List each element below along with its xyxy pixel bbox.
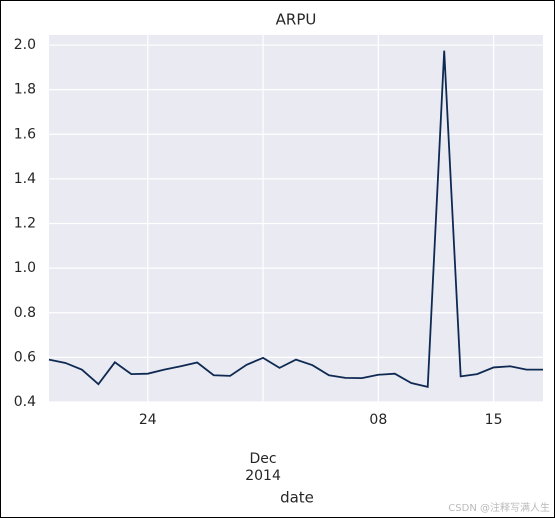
x-axis-label: date (280, 489, 314, 507)
y-tick-label: 1.0 (14, 260, 36, 276)
x-tick-label: 08 (369, 412, 387, 428)
y-tick-label: 2.0 (14, 37, 36, 53)
x-tick-label: Dec 2014 (245, 451, 281, 484)
y-tick-label: 1.8 (14, 82, 36, 98)
y-tick-label: 1.2 (14, 216, 36, 232)
watermark: CSDN @注释写满人生 (448, 501, 550, 514)
y-tick-label: 1.4 (14, 171, 36, 187)
chart-title: ARPU (276, 11, 317, 29)
x-tick-label: 15 (485, 412, 503, 428)
plot-area (49, 35, 543, 402)
y-tick-label: 0.8 (14, 305, 36, 321)
x-tick-label: 24 (139, 412, 157, 428)
data-line (48, 50, 543, 388)
y-tick-label: 1.6 (14, 126, 36, 142)
y-tick-label: 0.4 (14, 394, 36, 410)
y-tick-label: 0.6 (14, 349, 36, 365)
